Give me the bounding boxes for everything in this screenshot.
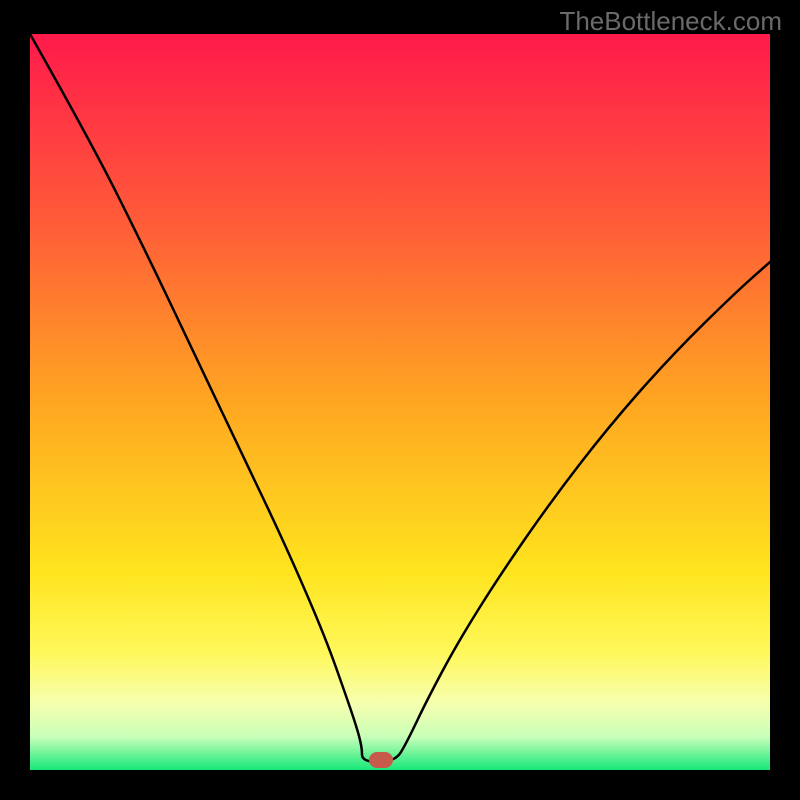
watermark-text: TheBottleneck.com [559, 6, 782, 37]
outer-frame: TheBottleneck.com [0, 0, 800, 800]
plot-gradient-area [30, 34, 770, 770]
minimum-marker [369, 752, 393, 768]
